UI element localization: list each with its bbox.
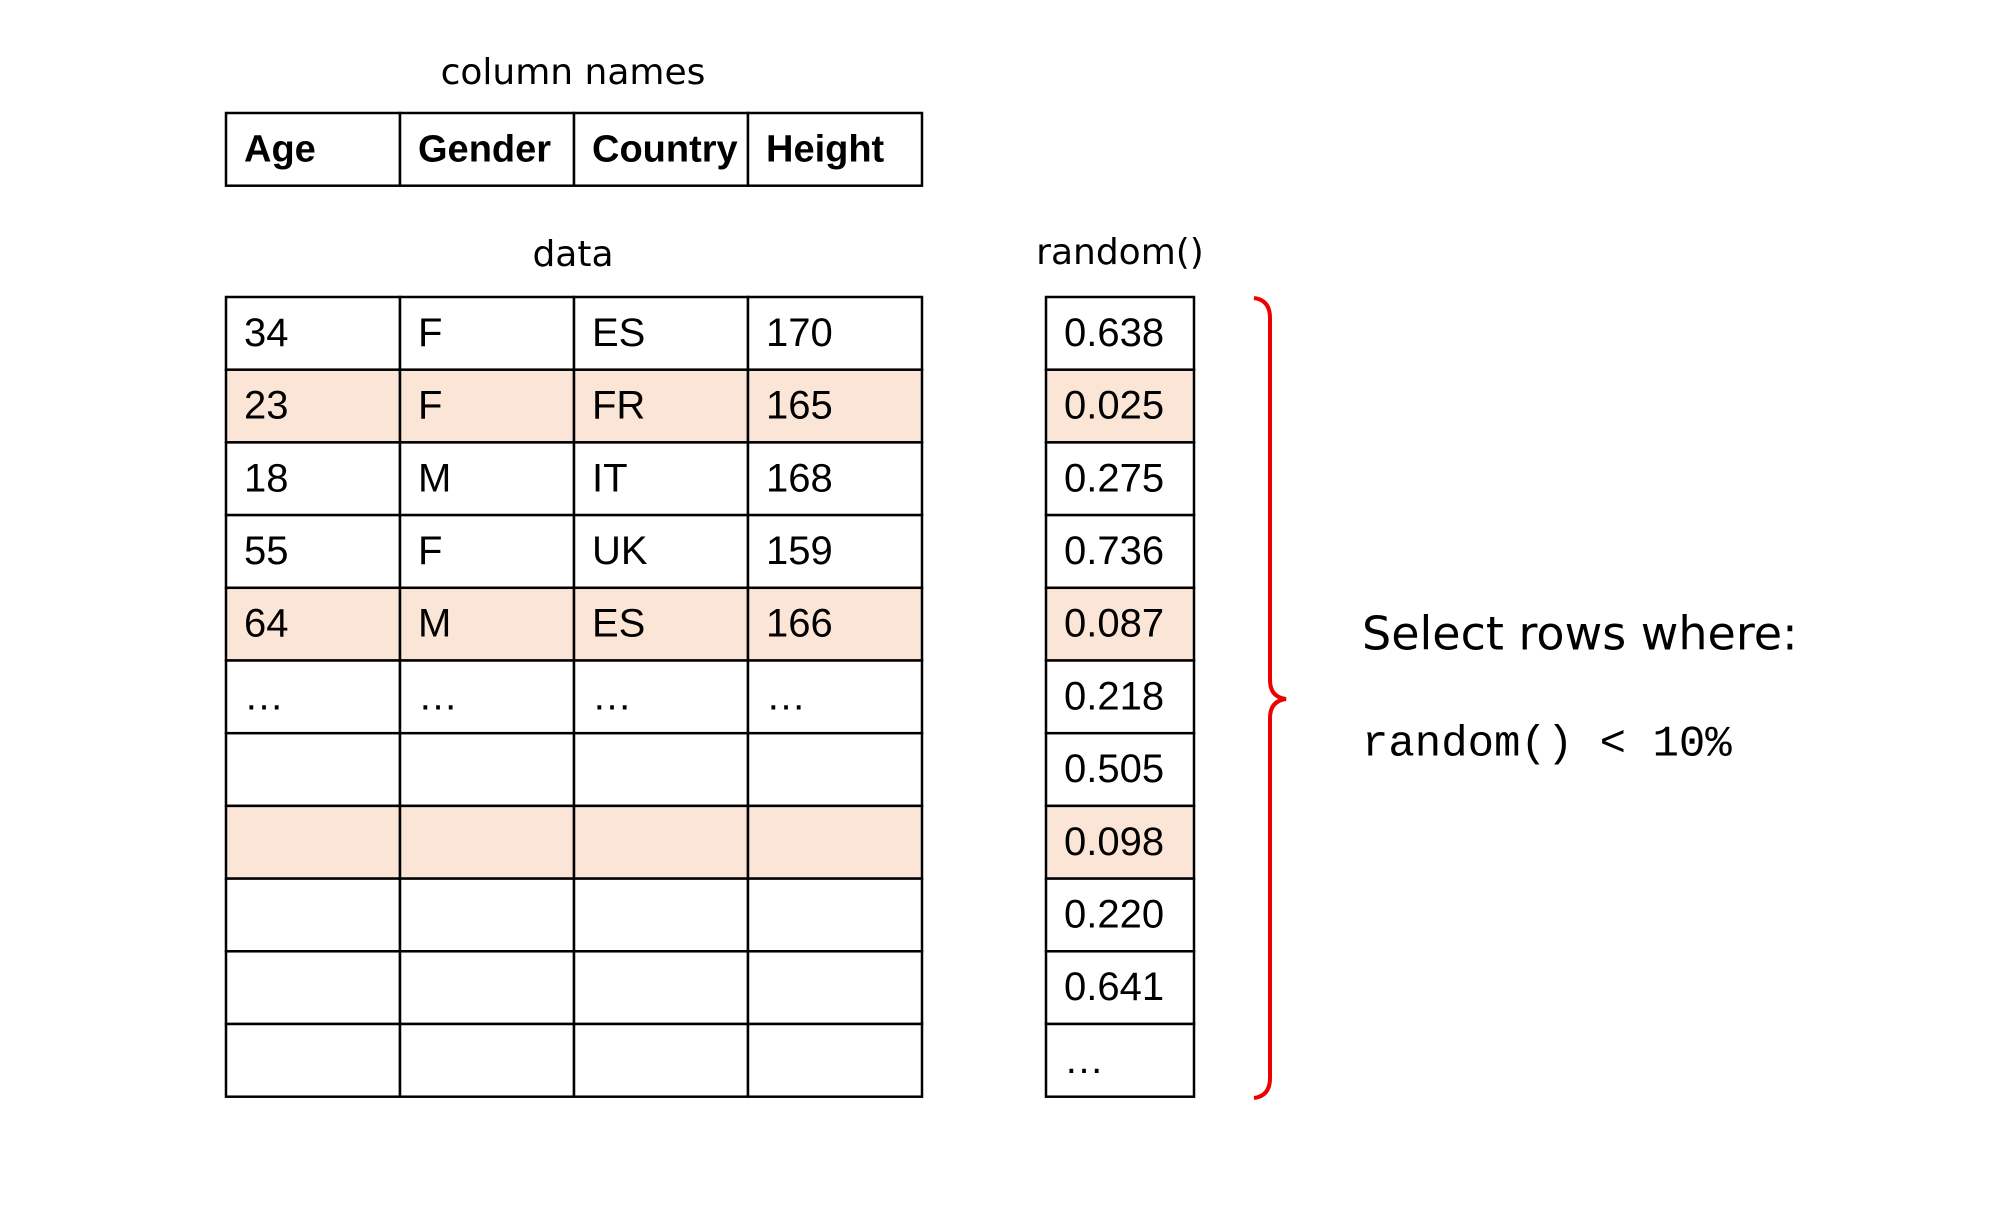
- cell-text: 168: [766, 456, 833, 500]
- random-text: …: [1064, 1038, 1104, 1082]
- data-cell: [746, 295, 924, 371]
- cell-text: 23: [244, 384, 289, 428]
- data-cell: [746, 950, 924, 1026]
- data-cell: [572, 659, 750, 735]
- random-cell: [1044, 731, 1196, 808]
- cell-text: …: [592, 674, 632, 718]
- data-cell: [746, 731, 924, 808]
- random-text: 0.098: [1064, 820, 1164, 864]
- random-cell: [1044, 659, 1196, 735]
- data-cell: [746, 659, 924, 735]
- data-cell: [224, 804, 402, 880]
- random-cell: [1044, 295, 1196, 371]
- brace: [1253, 296, 1287, 1100]
- data-cell: [572, 877, 750, 953]
- rule-title: Select rows where:: [1362, 607, 1798, 661]
- cell-text: F: [418, 311, 442, 355]
- data-cell: [398, 877, 576, 953]
- random-cell: [1044, 1022, 1196, 1098]
- data-cell: [572, 804, 750, 880]
- data-cell: [224, 441, 402, 517]
- data-label: data: [532, 234, 613, 275]
- cell-text: M: [418, 602, 451, 646]
- random-cell: [1044, 586, 1196, 662]
- random-text: 0.087: [1064, 602, 1164, 646]
- cell-text: 166: [766, 602, 833, 646]
- random-text: 0.641: [1064, 965, 1164, 1009]
- header-text: Country: [592, 128, 738, 170]
- cell-text: 165: [766, 384, 833, 428]
- data-cell: [572, 950, 750, 1026]
- random-label: random(): [1036, 232, 1204, 273]
- data-cell: [572, 1022, 750, 1098]
- cell-text: IT: [592, 456, 628, 500]
- cell-text: …: [418, 674, 458, 718]
- cell-text: 34: [244, 311, 289, 355]
- data-cell: [224, 1022, 402, 1098]
- random-cell: [1044, 877, 1196, 953]
- random-text: 0.736: [1064, 529, 1164, 573]
- random-text: 0.275: [1064, 456, 1164, 500]
- data-cell: [746, 513, 924, 590]
- cell-text: ES: [592, 602, 645, 646]
- random-text: 0.505: [1064, 747, 1164, 791]
- cell-text: F: [418, 529, 442, 573]
- data-cell: [746, 441, 924, 517]
- column-names-label: column names: [441, 52, 706, 93]
- data-cell: [746, 804, 924, 880]
- data-cell: [746, 1022, 924, 1098]
- random-cell: [1044, 804, 1196, 880]
- random-cell: [1044, 441, 1196, 517]
- cell-text: …: [766, 674, 806, 718]
- data-cell: [398, 731, 576, 808]
- header-cell: [746, 111, 924, 187]
- random-text: 0.638: [1064, 311, 1164, 355]
- random-cell: [1044, 368, 1196, 444]
- random-text: 0.220: [1064, 893, 1164, 937]
- tables: Age Gender Country Height 34 F ES 170 0.638 23 F FR…: [224, 111, 1196, 1098]
- data-cell: [398, 1022, 576, 1098]
- header-cell: [398, 111, 576, 187]
- data-cell: [572, 731, 750, 808]
- cell-text: 64: [244, 602, 289, 646]
- cell-text: 55: [244, 529, 289, 573]
- cell-text: 18: [244, 456, 289, 500]
- data-cell: [746, 586, 924, 662]
- header-text: Gender: [418, 128, 551, 170]
- data-cell: [398, 804, 576, 880]
- cell-text: ES: [592, 311, 645, 355]
- data-cell: [572, 586, 750, 662]
- data-cell: [398, 950, 576, 1026]
- cell-text: FR: [592, 384, 645, 428]
- cell-text: 159: [766, 529, 833, 573]
- data-cell: [746, 877, 924, 953]
- random-text: 0.025: [1064, 384, 1164, 428]
- header-text: Height: [766, 128, 885, 170]
- random-text: 0.218: [1064, 674, 1164, 718]
- cell-text: …: [244, 674, 284, 718]
- header-text: Age: [244, 128, 316, 170]
- data-cell: [224, 950, 402, 1026]
- cell-text: UK: [592, 529, 648, 573]
- header-cell: [224, 111, 402, 187]
- cell-text: M: [418, 456, 451, 500]
- random-cell: [1044, 950, 1196, 1026]
- data-cell: [572, 441, 750, 517]
- data-cell: [398, 513, 576, 590]
- data-cell: [224, 731, 402, 808]
- cell-text: F: [418, 384, 442, 428]
- cell-text: 170: [766, 311, 833, 355]
- rule-expression: random() < 10%: [1362, 720, 1732, 770]
- data-cell: [224, 877, 402, 953]
